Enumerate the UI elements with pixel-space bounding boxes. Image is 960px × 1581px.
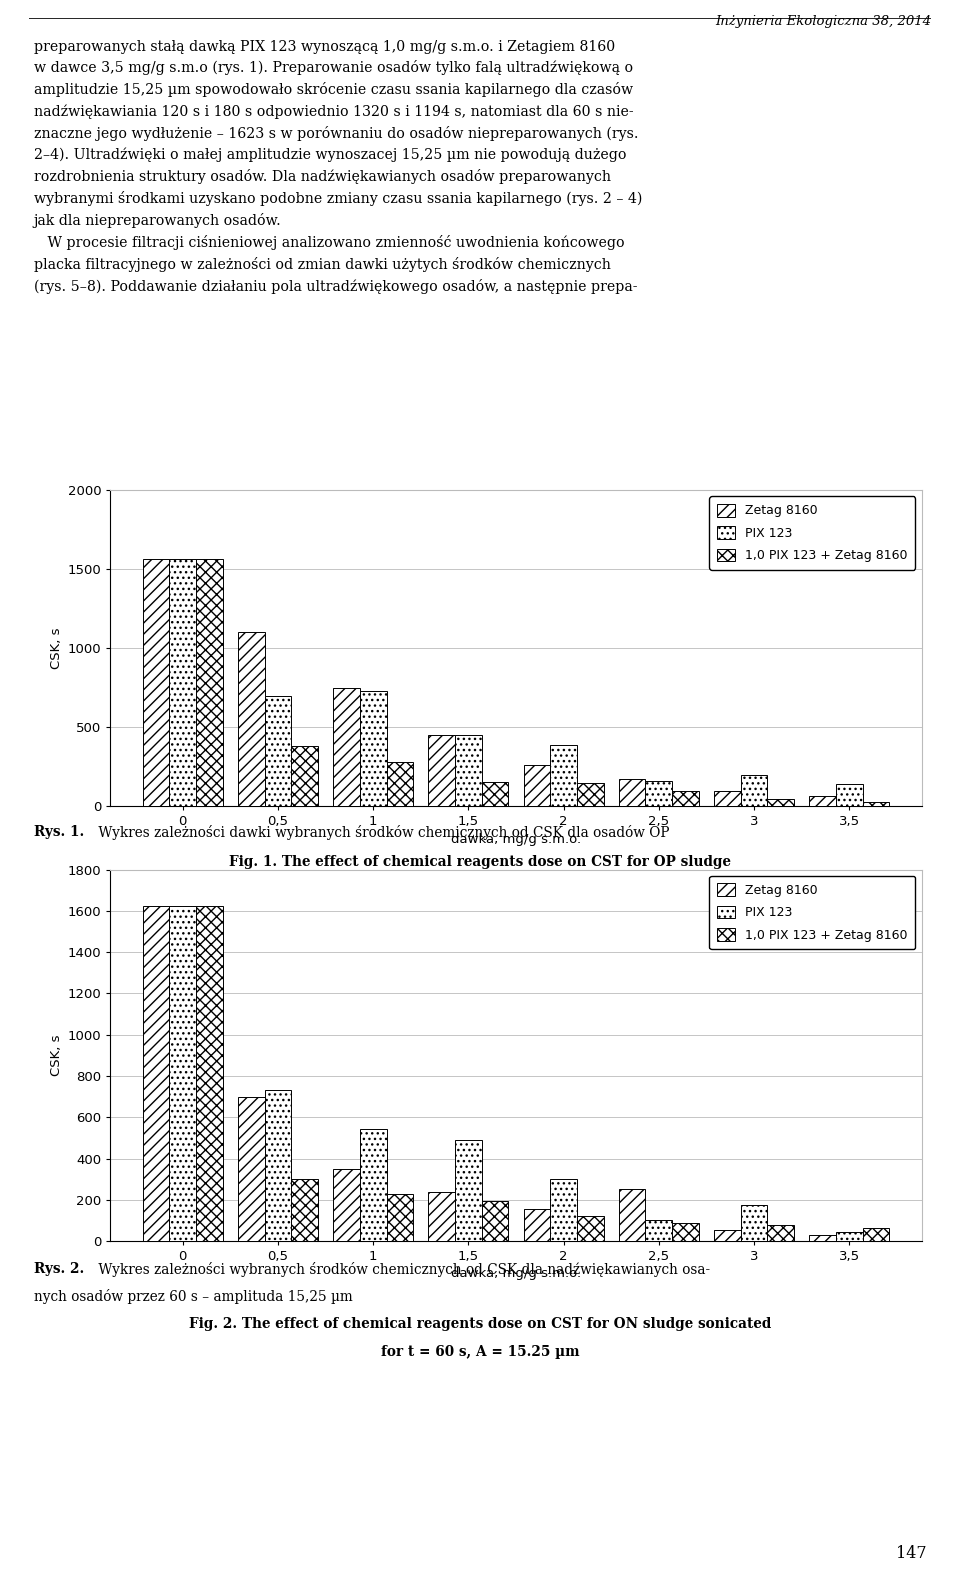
Bar xyxy=(265,696,291,806)
Bar xyxy=(672,792,699,806)
Bar xyxy=(196,906,223,1241)
Bar xyxy=(291,746,318,806)
Bar xyxy=(836,1232,863,1241)
Legend: Zetag 8160, PIX 123, 1,0 PIX 123 + Zetag 8160: Zetag 8160, PIX 123, 1,0 PIX 123 + Zetag… xyxy=(709,496,915,569)
Y-axis label: CSK, s: CSK, s xyxy=(51,628,63,669)
Bar xyxy=(863,1228,889,1241)
Bar xyxy=(714,790,741,806)
Bar xyxy=(836,784,863,806)
Bar xyxy=(619,1189,645,1241)
Text: for t = 60 s, A = 15.25 µm: for t = 60 s, A = 15.25 µm xyxy=(381,1344,579,1358)
Bar xyxy=(714,1230,741,1241)
Bar xyxy=(741,1205,767,1241)
Bar xyxy=(333,688,360,806)
Bar xyxy=(645,781,672,806)
Bar xyxy=(238,1097,265,1241)
Text: Inżynieria Ekologiczna 38, 2014: Inżynieria Ekologiczna 38, 2014 xyxy=(715,14,931,28)
Bar xyxy=(387,762,413,806)
Bar xyxy=(523,1209,550,1241)
Bar xyxy=(238,632,265,806)
Text: Rys. 1.: Rys. 1. xyxy=(34,825,84,840)
Legend: Zetag 8160, PIX 123, 1,0 PIX 123 + Zetag 8160: Zetag 8160, PIX 123, 1,0 PIX 123 + Zetag… xyxy=(709,876,915,949)
Bar xyxy=(767,800,794,806)
Bar xyxy=(577,1216,604,1241)
Bar xyxy=(482,783,509,806)
Bar xyxy=(143,560,169,806)
Bar xyxy=(360,1129,387,1241)
Text: Fig. 2. The effect of chemical reagents dose on CST for ON sludge sonicated: Fig. 2. The effect of chemical reagents … xyxy=(189,1317,771,1331)
Bar xyxy=(387,1194,413,1241)
Bar xyxy=(809,1235,836,1241)
Bar xyxy=(455,735,482,806)
Bar xyxy=(809,797,836,806)
Bar xyxy=(523,765,550,806)
Text: Fig. 1. The effect of chemical reagents dose on CST for OP sludge: Fig. 1. The effect of chemical reagents … xyxy=(229,854,731,868)
Text: Wykres zależności dawki wybranych środków chemicznych od CSK dla osadów OP: Wykres zależności dawki wybranych środkó… xyxy=(94,825,669,840)
Bar xyxy=(645,1221,672,1241)
Text: preparowanych stałą dawką PIX 123 wynoszącą 1,0 mg/g s.m.o. i Zetagiem 8160
w da: preparowanych stałą dawką PIX 123 wynosz… xyxy=(34,40,642,294)
Text: Wykres zależności wybranych środków chemicznych od CSK dla nadźwiękawianych osa-: Wykres zależności wybranych środków chem… xyxy=(94,1262,710,1276)
Bar xyxy=(143,906,169,1241)
Bar xyxy=(550,745,577,806)
Bar xyxy=(741,775,767,806)
Bar xyxy=(577,784,604,806)
Bar xyxy=(428,735,455,806)
Bar xyxy=(169,560,196,806)
Bar xyxy=(619,779,645,806)
Y-axis label: CSK, s: CSK, s xyxy=(51,1034,63,1077)
Text: 147: 147 xyxy=(896,1545,926,1562)
Bar xyxy=(455,1140,482,1241)
Bar xyxy=(265,1091,291,1241)
Bar xyxy=(360,691,387,806)
X-axis label: dawka, mg/g s.m.o.: dawka, mg/g s.m.o. xyxy=(451,1268,581,1281)
Text: Rys. 2.: Rys. 2. xyxy=(34,1262,84,1276)
Bar xyxy=(428,1192,455,1241)
Bar xyxy=(291,1179,318,1241)
Bar xyxy=(482,1202,509,1241)
Bar xyxy=(196,560,223,806)
X-axis label: dawka, mg/g s.m.o.: dawka, mg/g s.m.o. xyxy=(451,833,581,846)
Bar xyxy=(169,906,196,1241)
Bar xyxy=(550,1179,577,1241)
Bar xyxy=(672,1222,699,1241)
Text: nych osadów przez 60 s – amplituda 15,25 µm: nych osadów przez 60 s – amplituda 15,25… xyxy=(34,1290,352,1304)
Bar xyxy=(863,803,889,806)
Bar xyxy=(333,1168,360,1241)
Bar xyxy=(767,1225,794,1241)
